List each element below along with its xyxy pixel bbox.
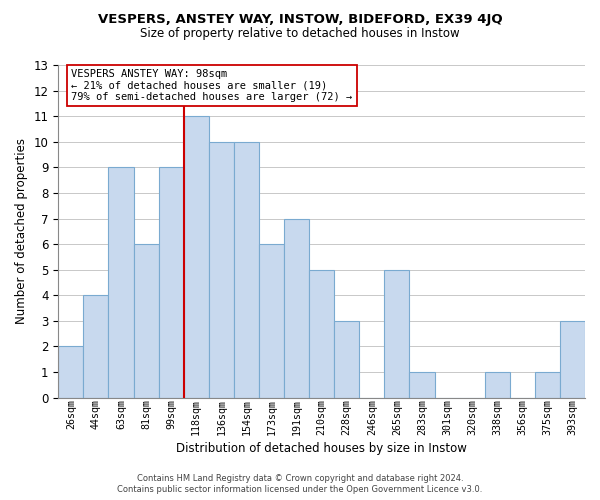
Bar [385, 270, 409, 398]
Bar [284, 218, 309, 398]
Bar [485, 372, 510, 398]
Bar [535, 372, 560, 398]
Text: Contains HM Land Registry data © Crown copyright and database right 2024.
Contai: Contains HM Land Registry data © Crown c… [118, 474, 482, 494]
Bar [560, 321, 585, 398]
Bar [259, 244, 284, 398]
Text: VESPERS ANSTEY WAY: 98sqm
← 21% of detached houses are smaller (19)
79% of semi-: VESPERS ANSTEY WAY: 98sqm ← 21% of detac… [71, 69, 353, 102]
Bar [409, 372, 434, 398]
Bar [109, 168, 134, 398]
Bar [234, 142, 259, 398]
Bar [58, 346, 83, 398]
Bar [134, 244, 158, 398]
Bar [83, 296, 109, 398]
Bar [158, 168, 184, 398]
X-axis label: Distribution of detached houses by size in Instow: Distribution of detached houses by size … [176, 442, 467, 455]
Bar [334, 321, 359, 398]
Text: Size of property relative to detached houses in Instow: Size of property relative to detached ho… [140, 28, 460, 40]
Bar [309, 270, 334, 398]
Bar [184, 116, 209, 398]
Text: VESPERS, ANSTEY WAY, INSTOW, BIDEFORD, EX39 4JQ: VESPERS, ANSTEY WAY, INSTOW, BIDEFORD, E… [98, 12, 502, 26]
Y-axis label: Number of detached properties: Number of detached properties [15, 138, 28, 324]
Bar [209, 142, 234, 398]
